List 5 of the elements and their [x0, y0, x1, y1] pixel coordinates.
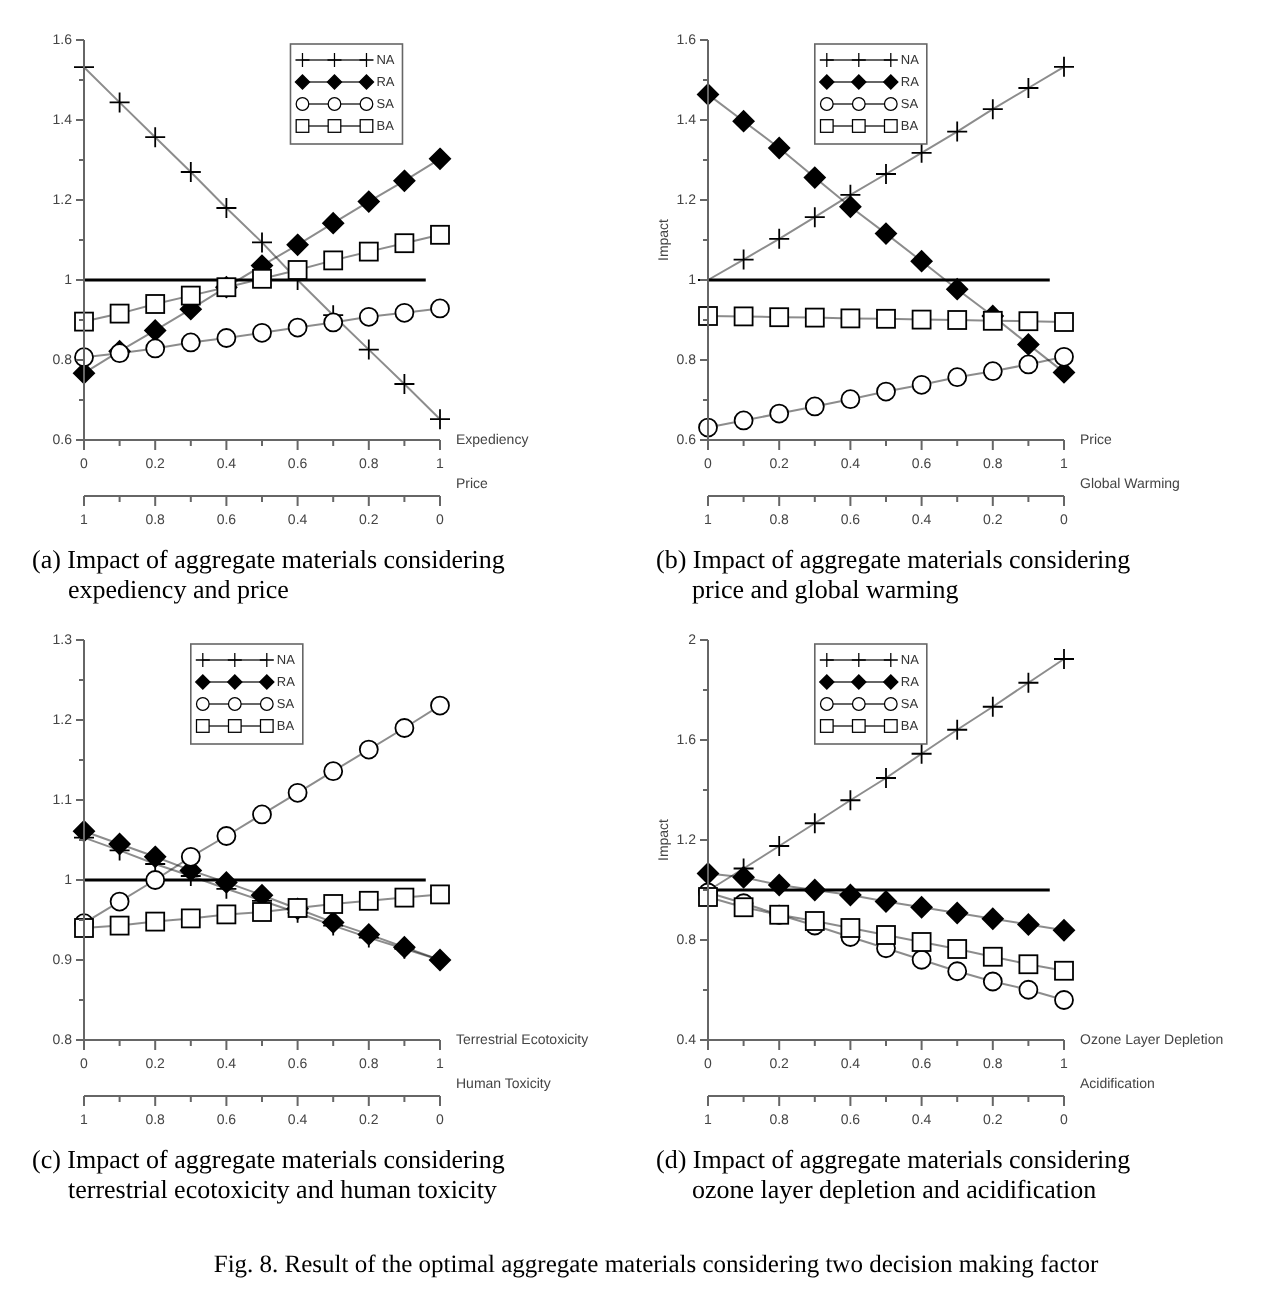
text: (a) Impact of aggregate materials considering expediency and price — [32, 544, 506, 604]
text: Fig. 8. Result of the optimal aggregate materials considering two decision making factor — [213, 1250, 1100, 1278]
text: (b) Impact of aggregate materials considering price and global warming — [656, 544, 1132, 604]
text: (d) Impact of aggregate materials considering ozone layer depletion and acidification — [656, 1144, 1132, 1204]
text: (c) Impact of aggregate materials considering terrestrial ecotoxicity and human toxicity — [32, 1144, 506, 1204]
